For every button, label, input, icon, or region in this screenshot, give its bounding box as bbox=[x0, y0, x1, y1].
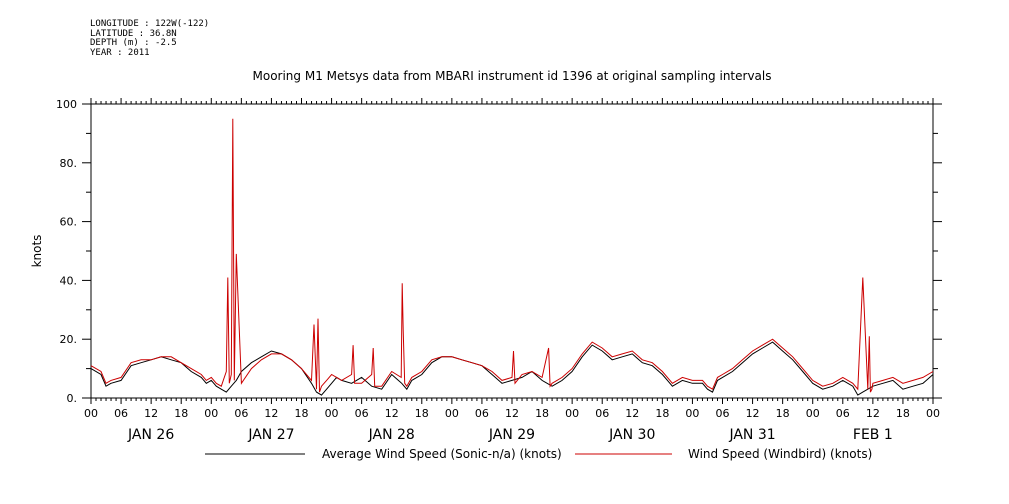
series-line-1 bbox=[90, 341, 934, 396]
x-tick-label: 00 bbox=[84, 407, 98, 420]
day-label: JAN 28 bbox=[368, 427, 415, 443]
x-tick-label: 18 bbox=[415, 407, 429, 420]
x-tick-label: 00 bbox=[204, 407, 218, 420]
x-tick-label: 12 bbox=[625, 407, 639, 420]
x-tick-label: 18 bbox=[295, 407, 309, 420]
series-line-2 bbox=[90, 118, 934, 393]
day-label: FEB 1 bbox=[853, 427, 893, 443]
day-label: JAN 29 bbox=[488, 427, 535, 443]
x-tick-label: 00 bbox=[445, 407, 459, 420]
longitude-text: LONGITUDE : 122W(-122) bbox=[90, 19, 210, 29]
year-text: YEAR : 2011 bbox=[90, 47, 150, 58]
legend-label-2: Wind Speed (Windbird) (knots) bbox=[688, 447, 872, 461]
day-label: JAN 30 bbox=[608, 427, 655, 443]
x-tick-label: 18 bbox=[896, 407, 910, 420]
y-tick-label: 100 bbox=[56, 98, 77, 111]
x-tick-label: 00 bbox=[685, 407, 699, 420]
x-tick-label: 00 bbox=[325, 407, 339, 420]
x-tick-label: 12 bbox=[144, 407, 158, 420]
day-label: JAN 27 bbox=[247, 427, 294, 443]
y-tick-label: 20. bbox=[60, 333, 78, 346]
x-tick-label: 12 bbox=[505, 407, 519, 420]
legend-label-1: Average Wind Speed (Sonic-n/a) (knots) bbox=[322, 447, 562, 461]
day-label: JAN 31 bbox=[728, 427, 775, 443]
y-tick-label: 40. bbox=[60, 274, 78, 287]
x-tick-label: 18 bbox=[776, 407, 790, 420]
x-tick-label: 06 bbox=[595, 407, 609, 420]
x-tick-label: 06 bbox=[475, 407, 489, 420]
x-tick-label: 00 bbox=[806, 407, 820, 420]
x-tick-label: 18 bbox=[655, 407, 669, 420]
y-tick-label: 60. bbox=[60, 216, 78, 229]
x-tick-label: 12 bbox=[385, 407, 399, 420]
x-tick-label: 12 bbox=[264, 407, 278, 420]
x-tick-label: 06 bbox=[114, 407, 128, 420]
x-tick-label: 06 bbox=[234, 407, 248, 420]
x-tick-label: 00 bbox=[926, 407, 940, 420]
x-tick-label: 12 bbox=[746, 407, 760, 420]
x-tick-label: 06 bbox=[355, 407, 369, 420]
y-tick-label: 0. bbox=[67, 392, 78, 405]
chart-title: Mooring M1 Metsys data from MBARI instru… bbox=[253, 69, 772, 83]
plot-frame bbox=[90, 103, 934, 399]
day-label: JAN 26 bbox=[127, 427, 174, 443]
latitude-text: LATITUDE : 36.8N bbox=[90, 28, 177, 39]
x-tick-label: 06 bbox=[716, 407, 730, 420]
x-tick-label: 18 bbox=[535, 407, 549, 420]
x-tick-label: 12 bbox=[866, 407, 880, 420]
y-tick-label: 80. bbox=[60, 157, 78, 170]
y-axis-label: knots bbox=[30, 235, 44, 268]
x-tick-label: 00 bbox=[565, 407, 579, 420]
metadata-block: LONGITUDE : 122W(-122) LATITUDE : 36.8N … bbox=[90, 19, 210, 58]
x-tick-label: 18 bbox=[174, 407, 188, 420]
depth-text: DEPTH (m) : -2.5 bbox=[90, 38, 177, 48]
x-tick-label: 06 bbox=[836, 407, 850, 420]
